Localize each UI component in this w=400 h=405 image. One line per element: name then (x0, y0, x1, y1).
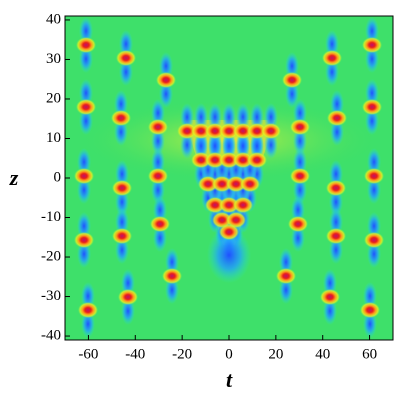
peak (327, 110, 347, 126)
peak (260, 123, 281, 139)
peak (162, 268, 182, 284)
peak (205, 197, 226, 213)
peak (118, 289, 138, 305)
peak (212, 212, 233, 228)
peak (156, 72, 176, 88)
peak (246, 152, 267, 168)
y-tick-label: 0 (54, 169, 62, 185)
y-tick-label: 40 (46, 11, 61, 27)
peak (177, 123, 198, 139)
peak (362, 99, 382, 115)
peak (205, 152, 226, 168)
peak (205, 123, 226, 139)
y-tick-label: 20 (46, 90, 61, 106)
x-axis-label: t (226, 367, 233, 392)
peak (150, 216, 170, 232)
peak (320, 289, 340, 305)
y-tick-label: -40 (41, 327, 61, 343)
x-tick-label: -60 (78, 346, 98, 362)
y-tick-label: -30 (41, 288, 61, 304)
peak (112, 180, 132, 196)
y-tick-label: -20 (41, 248, 61, 264)
peak (290, 119, 310, 135)
peak (364, 168, 384, 184)
peak (212, 176, 233, 192)
x-tick-label: 20 (268, 346, 283, 362)
y-axis-label: z (9, 165, 19, 190)
peak (191, 123, 212, 139)
peak (360, 302, 380, 318)
peak (246, 123, 267, 139)
peak (148, 168, 168, 184)
peak (326, 228, 346, 244)
peak (362, 37, 382, 53)
y-tick-label: 10 (46, 130, 61, 146)
peak (111, 110, 131, 126)
peak (76, 99, 96, 115)
peak (232, 152, 253, 168)
lobe (207, 227, 251, 283)
plot-area (65, 16, 393, 340)
x-tick-label: 60 (362, 346, 377, 362)
y-tick-label: 30 (46, 51, 61, 67)
peak (239, 176, 260, 192)
peak (225, 176, 246, 192)
x-tick-label: -20 (172, 346, 192, 362)
peak (276, 268, 296, 284)
peak (364, 232, 384, 248)
x-tick-label: 40 (315, 346, 330, 362)
x-tick-label: -40 (125, 346, 145, 362)
x-tick-label: 0 (225, 346, 233, 362)
peak (219, 197, 239, 213)
peak (78, 302, 98, 318)
peak (76, 37, 96, 53)
peak (148, 119, 168, 135)
peak (288, 216, 308, 232)
peak (322, 50, 342, 66)
y-tick-label: -10 (41, 209, 61, 225)
peak (282, 72, 302, 88)
peak (232, 123, 253, 139)
peak (219, 224, 239, 240)
peak (225, 212, 246, 228)
peak (232, 197, 253, 213)
peak (219, 123, 239, 139)
peak (116, 50, 136, 66)
peak (290, 168, 310, 184)
peak (198, 176, 219, 192)
peak (326, 180, 346, 196)
peak (112, 228, 132, 244)
peak (74, 232, 94, 248)
peak (191, 152, 212, 168)
peak (74, 168, 94, 184)
peak (219, 152, 239, 168)
